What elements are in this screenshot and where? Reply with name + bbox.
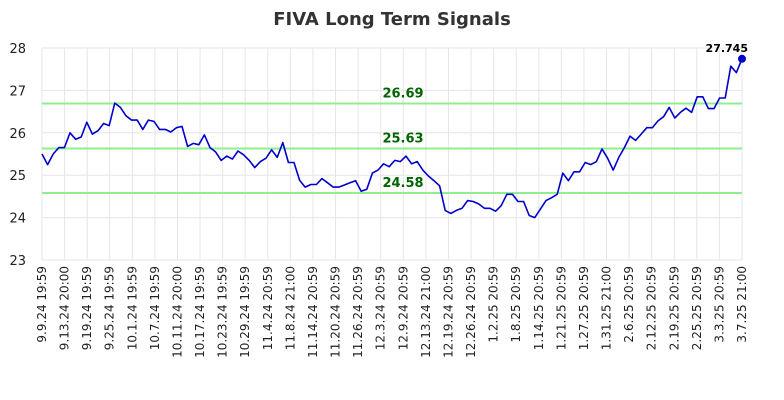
- level-label: 25.63: [382, 131, 423, 146]
- x-tick-label: 2.19.25 20:59: [667, 266, 681, 350]
- y-tick-label: 28: [9, 42, 26, 57]
- x-tick-label: 1.8.25 20:59: [509, 266, 523, 343]
- y-tick-label: 25: [9, 169, 26, 184]
- y-tick-label: 27: [9, 84, 26, 99]
- x-tick-label: 1.2.25 20:59: [487, 266, 501, 343]
- level-lines: 26.69 25.63 24.58: [42, 87, 742, 195]
- x-tick-label: 12.26.24 20:59: [464, 266, 478, 358]
- level-label: 26.69: [382, 87, 423, 102]
- x-tick-label: 2.12.25 20:59: [645, 266, 659, 350]
- x-tick-label: 3.3.25 20:59: [712, 266, 726, 343]
- x-tick-label: 11.26.24 20:59: [351, 266, 365, 358]
- x-tick-label: 9.9.24 19:59: [35, 266, 49, 343]
- x-tick-label: 11.14.24 20:59: [306, 266, 320, 358]
- x-tick-label: 2.25.25 20:59: [690, 266, 704, 350]
- x-tick-label: 1.27.25 20:59: [577, 266, 591, 350]
- series-line: [41, 58, 743, 219]
- x-tick-label: 2.6.25 20:59: [622, 266, 636, 343]
- x-tick-label: 12.13.24 21:00: [419, 266, 433, 358]
- last-point-marker: [738, 54, 746, 63]
- y-axis-ticks: 23 24 25 26 27 28: [9, 42, 26, 269]
- grid-layer: [41, 47, 743, 261]
- x-tick-label: 3.7.25 21:00: [735, 266, 749, 343]
- x-tick-label: 10.11.24 20:00: [170, 266, 184, 358]
- x-tick-label: 10.1.24 19:59: [125, 266, 139, 350]
- x-tick-label: 1.31.25 21:00: [600, 266, 614, 350]
- x-tick-label: 10.7.24 19:59: [148, 266, 162, 350]
- x-axis-ticks: 9.9.24 19:59 9.13.24 20:00 9.19.24 19:59 9.…: [35, 266, 749, 358]
- y-tick-label: 24: [9, 212, 26, 227]
- series-layer: 27.745: [41, 42, 748, 219]
- x-tick-label: 1.21.25 20:59: [554, 266, 568, 350]
- x-tick-label: 10.17.24 19:59: [193, 266, 207, 358]
- y-tick-label: 26: [9, 127, 26, 142]
- x-tick-label: 10.29.24 19:59: [238, 266, 252, 358]
- level-label: 24.58: [382, 176, 423, 191]
- chart-title: FIVA Long Term Signals: [273, 9, 511, 30]
- last-value-label: 27.745: [706, 42, 748, 55]
- x-tick-label: 9.19.24 19:59: [80, 266, 94, 350]
- y-tick-label: 23: [9, 254, 26, 269]
- x-tick-label: 9.13.24 20:00: [58, 266, 72, 350]
- x-tick-label: 12.3.24 20:59: [374, 266, 388, 350]
- x-tick-label: 1.14.25 20:59: [532, 266, 546, 350]
- x-tick-label: 11.4.24 20:59: [261, 266, 275, 350]
- x-tick-label: 10.23.24 19:59: [216, 266, 230, 358]
- x-tick-label: 12.19.24 20:59: [441, 266, 455, 358]
- x-tick-label: 11.8.24 21:00: [283, 266, 297, 350]
- x-tick-label: 9.25.24 19:59: [103, 266, 117, 350]
- x-tick-label: 12.9.24 20:59: [396, 266, 410, 350]
- x-tick-label: 11.20.24 20:59: [329, 266, 343, 358]
